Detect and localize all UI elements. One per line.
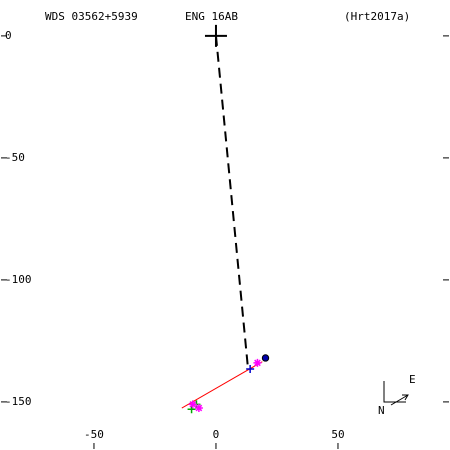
y-tick-label: -50 bbox=[5, 151, 25, 164]
point bbox=[246, 364, 255, 373]
x-tick-label: -50 bbox=[84, 428, 104, 441]
compass-arrowhead bbox=[402, 394, 409, 401]
compass-east: E bbox=[409, 373, 416, 386]
dashed-line bbox=[214, 35, 249, 368]
compass-arrow bbox=[390, 394, 409, 406]
y-tick-label: 0 bbox=[5, 29, 12, 42]
x-tick-label: 50 bbox=[331, 428, 344, 441]
compass bbox=[383, 381, 409, 406]
compass-frame bbox=[383, 381, 406, 403]
point bbox=[194, 404, 203, 413]
title-left: WDS 03562+5939 bbox=[45, 10, 138, 23]
x-tick-label: 0 bbox=[213, 428, 220, 441]
y-tick-label: -150 bbox=[5, 395, 32, 408]
point bbox=[188, 400, 197, 409]
title-center: ENG 16AB bbox=[185, 10, 238, 23]
compass-north: N bbox=[378, 404, 385, 417]
y-tick-label: -100 bbox=[5, 273, 32, 286]
point bbox=[204, 24, 227, 47]
point bbox=[253, 358, 262, 367]
point bbox=[261, 354, 270, 362]
title-right: (Hrt2017a) bbox=[344, 10, 410, 23]
